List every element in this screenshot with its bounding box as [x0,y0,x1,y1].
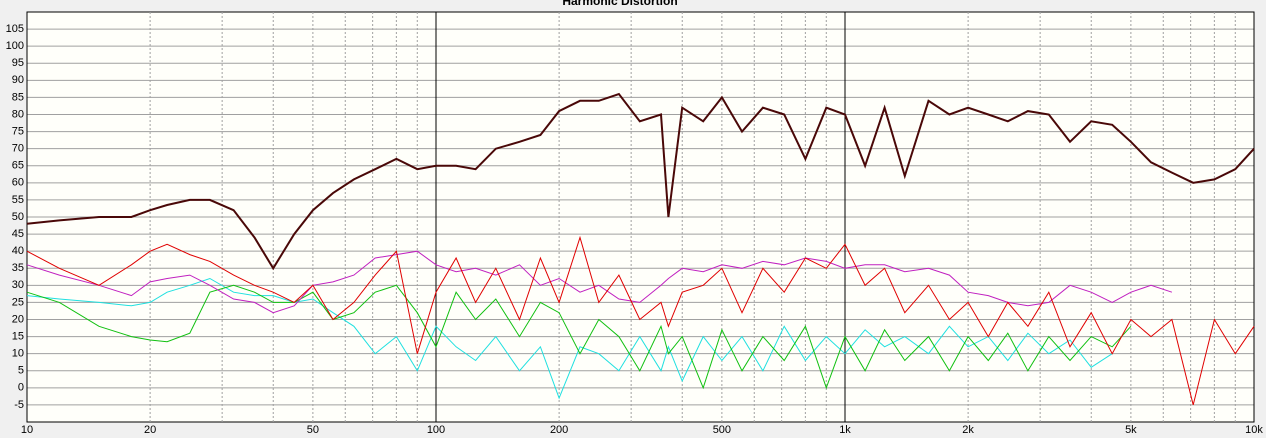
y-tick-label: 40 [12,245,24,257]
y-tick-label: 80 [12,108,24,120]
y-tick-label: 95 [12,57,24,69]
chart-title: Harmonic Distortion [562,0,677,8]
x-tick-label: 5k [1125,424,1137,436]
x-tick-label: 10 [21,424,33,436]
x-tick-label: 10k [1245,424,1263,436]
series-line [26,92,1255,271]
series-line [26,250,1173,314]
y-tick-label: 50 [12,211,24,223]
y-tick-label: 60 [12,177,24,189]
x-tick-label: 200 [550,424,568,436]
y-tick-label: 0 [18,382,24,394]
y-tick-label: 5 [18,365,24,377]
y-tick-label: 25 [12,296,24,308]
y-tick-label: -5 [14,399,24,411]
x-tick-label: 500 [713,424,731,436]
y-tick-label: 55 [12,194,24,206]
y-tick-label: 15 [12,330,24,342]
y-tick-label: 105 [6,23,24,35]
x-tick-label: 2k [962,424,974,436]
x-tick-label: 50 [307,424,319,436]
y-tick-label: 90 [12,74,24,86]
series-line [26,277,1113,400]
y-tick-label: 45 [12,228,24,240]
x-tick-label: 100 [427,424,445,436]
series-line [26,284,1132,390]
series-line [26,235,1255,406]
y-tick-label: 20 [12,313,24,325]
y-tick-label: 100 [6,40,24,52]
x-tick-label: 1k [839,424,851,436]
x-tick-label: 20 [144,424,156,436]
y-tick-label: 70 [12,143,24,155]
y-tick-label: 75 [12,125,24,137]
y-tick-label: 30 [12,279,24,291]
y-tick-label: 85 [12,91,24,103]
y-tick-label: 10 [12,348,24,360]
y-tick-label: 35 [12,262,24,274]
y-tick-label: 65 [12,160,24,172]
